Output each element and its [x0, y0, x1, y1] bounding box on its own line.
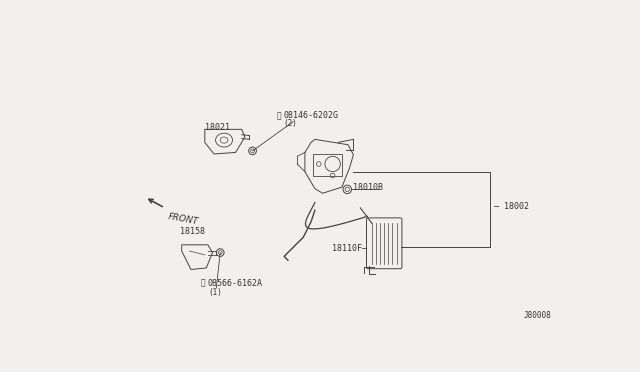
Text: 08146-6202G: 08146-6202G — [284, 111, 339, 120]
Text: 08566-6162A: 08566-6162A — [208, 279, 263, 288]
Text: 18021: 18021 — [205, 123, 230, 132]
Text: 18110F—: 18110F— — [332, 244, 367, 253]
Text: (2): (2) — [284, 119, 297, 128]
Text: Ⓢ: Ⓢ — [201, 279, 205, 288]
Text: Ⓑ: Ⓑ — [276, 111, 281, 120]
Text: 18010B: 18010B — [353, 183, 383, 192]
Text: 18158: 18158 — [180, 227, 205, 236]
Text: — 18002: — 18002 — [493, 202, 529, 211]
Text: FRONT: FRONT — [168, 212, 200, 227]
Text: (1): (1) — [208, 288, 221, 297]
Text: J80008: J80008 — [524, 311, 551, 320]
